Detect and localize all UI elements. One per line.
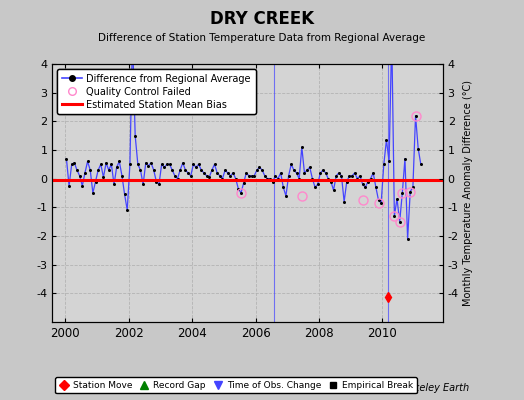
Legend: Difference from Regional Average, Quality Control Failed, Estimated Station Mean: Difference from Regional Average, Qualit… [57,69,256,114]
Text: Difference of Station Temperature Data from Regional Average: Difference of Station Temperature Data f… [99,33,425,43]
Text: Berkeley Earth: Berkeley Earth [397,383,469,393]
Text: DRY CREEK: DRY CREEK [210,10,314,28]
Legend: Station Move, Record Gap, Time of Obs. Change, Empirical Break: Station Move, Record Gap, Time of Obs. C… [55,377,417,394]
Y-axis label: Monthly Temperature Anomaly Difference (°C): Monthly Temperature Anomaly Difference (… [463,80,473,306]
